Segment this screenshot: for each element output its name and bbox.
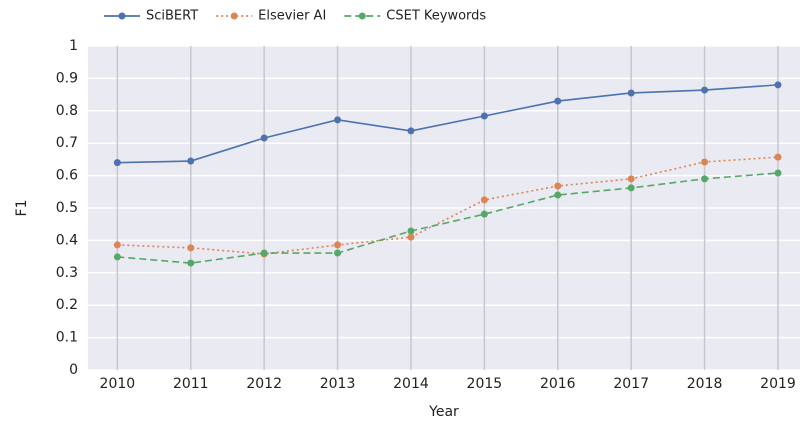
y-axis-label: F1 (14, 200, 30, 217)
data-point (187, 259, 195, 267)
y-tick-label: 0.3 (56, 265, 78, 281)
series-line (117, 84, 779, 164)
data-point (407, 127, 415, 135)
y-tick-label: 0.4 (56, 232, 78, 248)
legend-label: Elsevier AI (258, 9, 326, 24)
data-point (627, 184, 635, 192)
legend-marker (118, 12, 126, 20)
x-tick-label: 2012 (246, 376, 282, 392)
lines (113, 81, 782, 267)
data-point (554, 191, 562, 199)
data-point (701, 86, 709, 94)
data-point (480, 112, 488, 120)
series-line (117, 172, 779, 264)
data-point (627, 175, 635, 183)
data-point (480, 210, 488, 218)
legend-label: CSET Keywords (386, 9, 486, 24)
data-point (774, 169, 782, 177)
y-tick-label: 0.6 (56, 168, 78, 184)
x-tick-label: 2015 (467, 376, 503, 392)
x-tick-label: 2018 (687, 376, 723, 392)
x-tick-label: 2014 (393, 376, 429, 392)
data-point (554, 97, 562, 105)
legend-marker (358, 12, 366, 20)
data-point (187, 157, 195, 165)
x-tick-label: 2017 (613, 376, 649, 392)
y-tick-label: 0.5 (56, 200, 78, 216)
x-tick-label: 2013 (320, 376, 356, 392)
x-tick-label: 2019 (760, 376, 796, 392)
data-point (260, 134, 268, 142)
y-tick-label: 1 (69, 38, 78, 54)
data-point (480, 196, 488, 204)
y-tick-label: 0.1 (56, 330, 78, 346)
data-point (774, 153, 782, 161)
data-point (701, 158, 709, 166)
data-point (334, 249, 342, 257)
y-tick-label: 0.8 (56, 103, 78, 119)
series-line (117, 156, 779, 255)
data-point (113, 159, 121, 167)
legend: SciBERT Elsevier AI CSET Keywords (104, 9, 486, 24)
x-axis-label: Year (428, 404, 459, 420)
y-tick-label: 0.9 (56, 70, 78, 86)
data-point (334, 241, 342, 249)
legend-label: SciBERT (146, 9, 198, 24)
data-point (187, 244, 195, 252)
x-tick-label: 2011 (173, 376, 209, 392)
data-point (407, 233, 415, 241)
y-tick-label: 0 (69, 362, 78, 378)
data-point (113, 253, 121, 261)
data-point (334, 116, 342, 124)
y-tick-label: 0.7 (56, 135, 78, 151)
data-point (774, 81, 782, 89)
data-point (260, 249, 268, 257)
data-point (407, 227, 415, 235)
data-point (627, 89, 635, 97)
data-point (113, 241, 121, 249)
data-point (554, 182, 562, 190)
y-tick-label: 0.2 (56, 297, 78, 313)
grid (88, 45, 800, 371)
legend-marker (230, 12, 238, 20)
data-point (701, 175, 709, 183)
x-tick-label: 2010 (100, 376, 136, 392)
x-tick-label: 2016 (540, 376, 576, 392)
